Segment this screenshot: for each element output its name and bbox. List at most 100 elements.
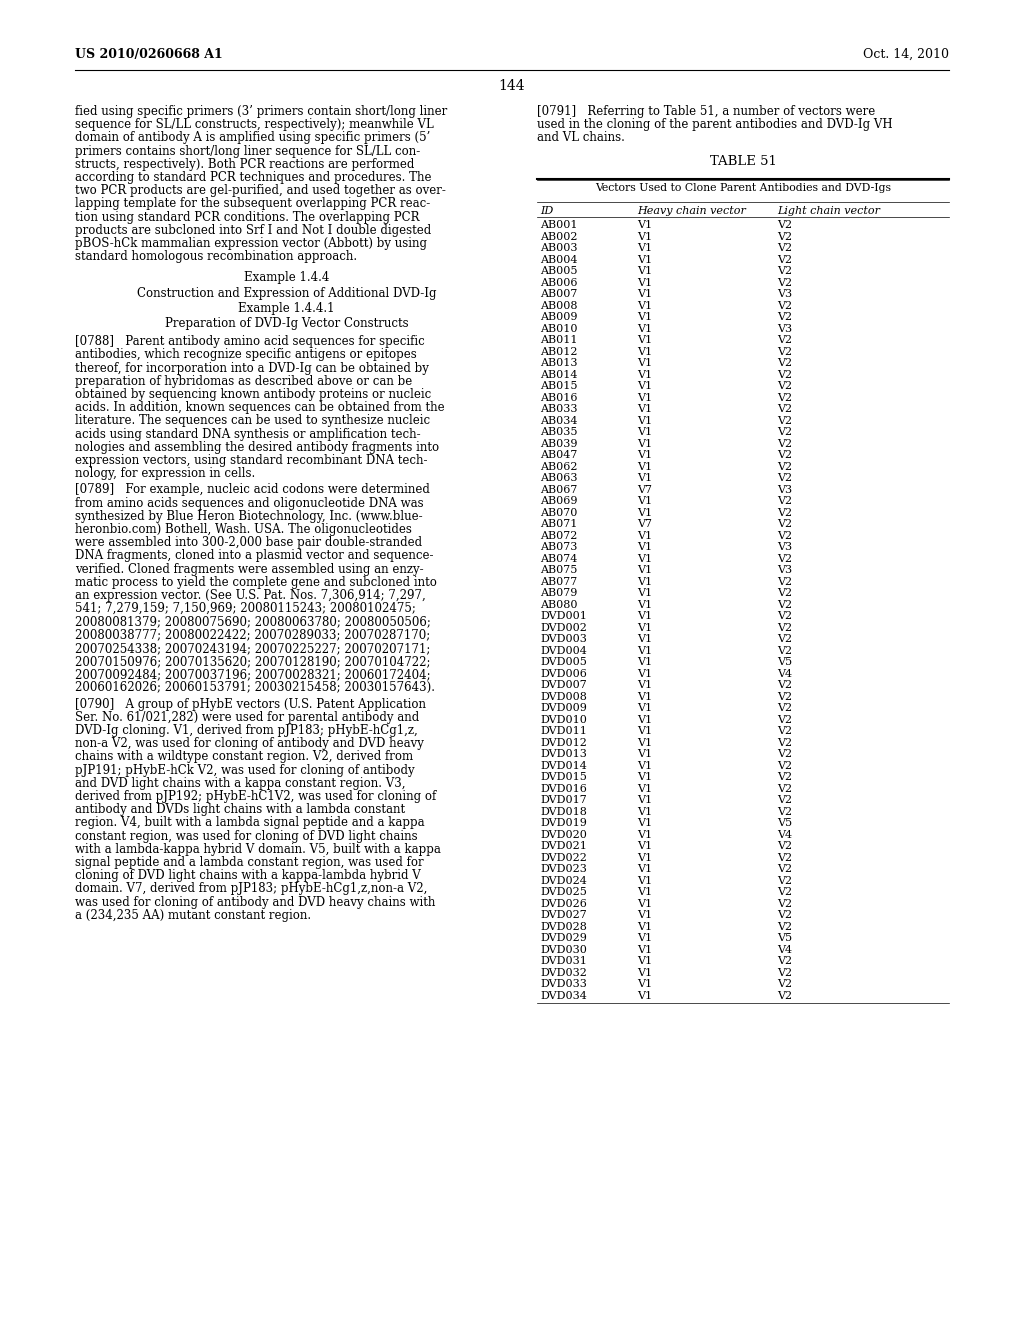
Text: V2: V2: [777, 416, 793, 426]
Text: V1: V1: [637, 945, 652, 954]
Text: V1: V1: [637, 645, 652, 656]
Text: V1: V1: [637, 669, 652, 678]
Text: chains with a wildtype constant region. V2, derived from: chains with a wildtype constant region. …: [75, 750, 413, 763]
Text: V2: V2: [777, 519, 793, 529]
Text: V2: V2: [777, 232, 793, 242]
Text: DVD017: DVD017: [540, 796, 587, 805]
Text: V1: V1: [637, 899, 652, 909]
Text: AB010: AB010: [540, 323, 578, 334]
Text: V3: V3: [777, 323, 793, 334]
Text: V2: V2: [777, 968, 793, 978]
Text: DNA fragments, cloned into a plasmid vector and sequence-: DNA fragments, cloned into a plasmid vec…: [75, 549, 433, 562]
Text: V2: V2: [777, 807, 793, 817]
Text: V2: V2: [777, 358, 793, 368]
Text: V1: V1: [637, 438, 652, 449]
Text: lapping template for the subsequent overlapping PCR reac-: lapping template for the subsequent over…: [75, 198, 430, 210]
Text: DVD009: DVD009: [540, 704, 587, 713]
Text: DVD034: DVD034: [540, 991, 587, 1001]
Text: primers contains short/long liner sequence for SL/LL con-: primers contains short/long liner sequen…: [75, 145, 420, 157]
Text: DVD020: DVD020: [540, 830, 587, 840]
Text: V2: V2: [777, 784, 793, 793]
Text: AB074: AB074: [540, 554, 578, 564]
Text: V2: V2: [777, 301, 793, 312]
Text: V1: V1: [637, 796, 652, 805]
Text: V4: V4: [777, 669, 793, 678]
Text: AB009: AB009: [540, 313, 578, 322]
Text: derived from pJP192; pHybE-hC1V2, was used for cloning of: derived from pJP192; pHybE-hC1V2, was us…: [75, 789, 436, 803]
Text: V1: V1: [637, 428, 652, 437]
Text: from amino acids sequences and oligonucleotide DNA was: from amino acids sequences and oligonucl…: [75, 496, 424, 510]
Text: V1: V1: [637, 267, 652, 276]
Text: V1: V1: [637, 704, 652, 713]
Text: V1: V1: [637, 692, 652, 702]
Text: V5: V5: [777, 818, 793, 829]
Text: [0789]   For example, nucleic acid codons were determined: [0789] For example, nucleic acid codons …: [75, 483, 430, 496]
Text: fied using specific primers (3’ primers contain short/long liner: fied using specific primers (3’ primers …: [75, 106, 447, 117]
Text: V2: V2: [777, 267, 793, 276]
Text: V1: V1: [637, 623, 652, 632]
Text: DVD023: DVD023: [540, 865, 587, 874]
Text: DVD008: DVD008: [540, 692, 587, 702]
Text: AB004: AB004: [540, 255, 578, 265]
Text: V2: V2: [777, 450, 793, 461]
Text: V1: V1: [637, 807, 652, 817]
Text: V1: V1: [637, 393, 652, 403]
Text: AB013: AB013: [540, 358, 578, 368]
Text: DVD031: DVD031: [540, 957, 587, 966]
Text: V2: V2: [777, 911, 793, 920]
Text: 20080081379; 20080075690; 20080063780; 20080050506;: 20080081379; 20080075690; 20080063780; 2…: [75, 615, 431, 628]
Text: nologies and assembling the desired antibody fragments into: nologies and assembling the desired anti…: [75, 441, 439, 454]
Text: V1: V1: [637, 853, 652, 863]
Text: [0791]   Referring to Table 51, a number of vectors were: [0791] Referring to Table 51, a number o…: [537, 106, 876, 117]
Text: an expression vector. (See U.S. Pat. Nos. 7,306,914; 7,297,: an expression vector. (See U.S. Pat. Nos…: [75, 589, 426, 602]
Text: AB079: AB079: [540, 589, 578, 598]
Text: V2: V2: [777, 635, 793, 644]
Text: V3: V3: [777, 543, 793, 552]
Text: V1: V1: [637, 933, 652, 944]
Text: V2: V2: [777, 347, 793, 356]
Text: V1: V1: [637, 750, 652, 759]
Text: were assembled into 300-2,000 base pair double-stranded: were assembled into 300-2,000 base pair …: [75, 536, 422, 549]
Text: V1: V1: [637, 599, 652, 610]
Text: V1: V1: [637, 508, 652, 517]
Text: and VL chains.: and VL chains.: [537, 132, 625, 144]
Text: V2: V2: [777, 577, 793, 587]
Text: Example 1.4.4: Example 1.4.4: [244, 272, 329, 284]
Text: V1: V1: [637, 957, 652, 966]
Text: Construction and Expression of Additional DVD-Ig: Construction and Expression of Additiona…: [137, 286, 436, 300]
Text: DVD032: DVD032: [540, 968, 587, 978]
Text: tion using standard PCR conditions. The overlapping PCR: tion using standard PCR conditions. The …: [75, 211, 420, 223]
Text: V1: V1: [637, 335, 652, 346]
Text: non-a V2, was used for cloning of antibody and DVD heavy: non-a V2, was used for cloning of antibo…: [75, 737, 424, 750]
Text: V1: V1: [637, 979, 652, 990]
Text: V2: V2: [777, 462, 793, 471]
Text: V4: V4: [777, 830, 793, 840]
Text: AB012: AB012: [540, 347, 578, 356]
Text: a (234,235 AA) mutant constant region.: a (234,235 AA) mutant constant region.: [75, 908, 311, 921]
Text: AB034: AB034: [540, 416, 578, 426]
Text: structs, respectively). Both PCR reactions are performed: structs, respectively). Both PCR reactio…: [75, 158, 415, 170]
Text: V1: V1: [637, 921, 652, 932]
Text: DVD012: DVD012: [540, 738, 587, 748]
Text: domain. V7, derived from pJP183; pHybE-hCg1,z,non-a V2,: domain. V7, derived from pJP183; pHybE-h…: [75, 882, 427, 895]
Text: V2: V2: [777, 243, 793, 253]
Text: AB069: AB069: [540, 496, 578, 507]
Text: with a lambda-kappa hybrid V domain. V5, built with a kappa: with a lambda-kappa hybrid V domain. V5,…: [75, 842, 441, 855]
Text: V1: V1: [637, 462, 652, 471]
Text: V2: V2: [777, 899, 793, 909]
Text: V1: V1: [637, 255, 652, 265]
Text: expression vectors, using standard recombinant DNA tech-: expression vectors, using standard recom…: [75, 454, 427, 467]
Text: acids. In addition, known sequences can be obtained from the: acids. In addition, known sequences can …: [75, 401, 444, 414]
Text: AB002: AB002: [540, 232, 578, 242]
Text: Heavy chain vector: Heavy chain vector: [637, 206, 745, 215]
Text: DVD024: DVD024: [540, 876, 587, 886]
Text: V1: V1: [637, 243, 652, 253]
Text: V2: V2: [777, 623, 793, 632]
Text: V2: V2: [777, 393, 793, 403]
Text: V2: V2: [777, 738, 793, 748]
Text: AB015: AB015: [540, 381, 578, 391]
Text: cloning of DVD light chains with a kappa-lambda hybrid V: cloning of DVD light chains with a kappa…: [75, 869, 421, 882]
Text: V1: V1: [637, 358, 652, 368]
Text: DVD022: DVD022: [540, 853, 587, 863]
Text: V1: V1: [637, 760, 652, 771]
